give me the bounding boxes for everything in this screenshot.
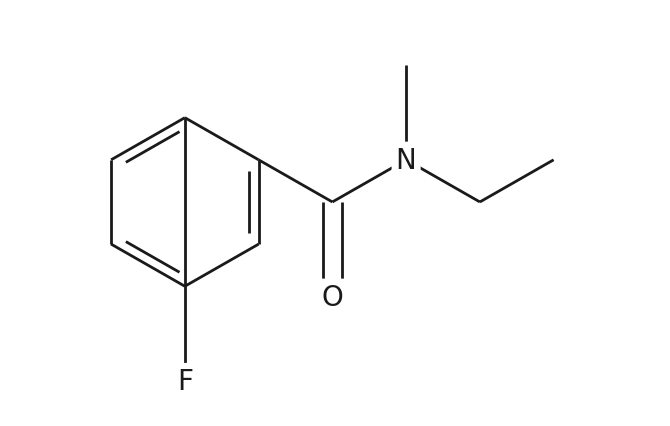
Text: O: O: [322, 283, 343, 311]
Text: N: N: [396, 147, 417, 174]
Text: F: F: [177, 367, 193, 395]
